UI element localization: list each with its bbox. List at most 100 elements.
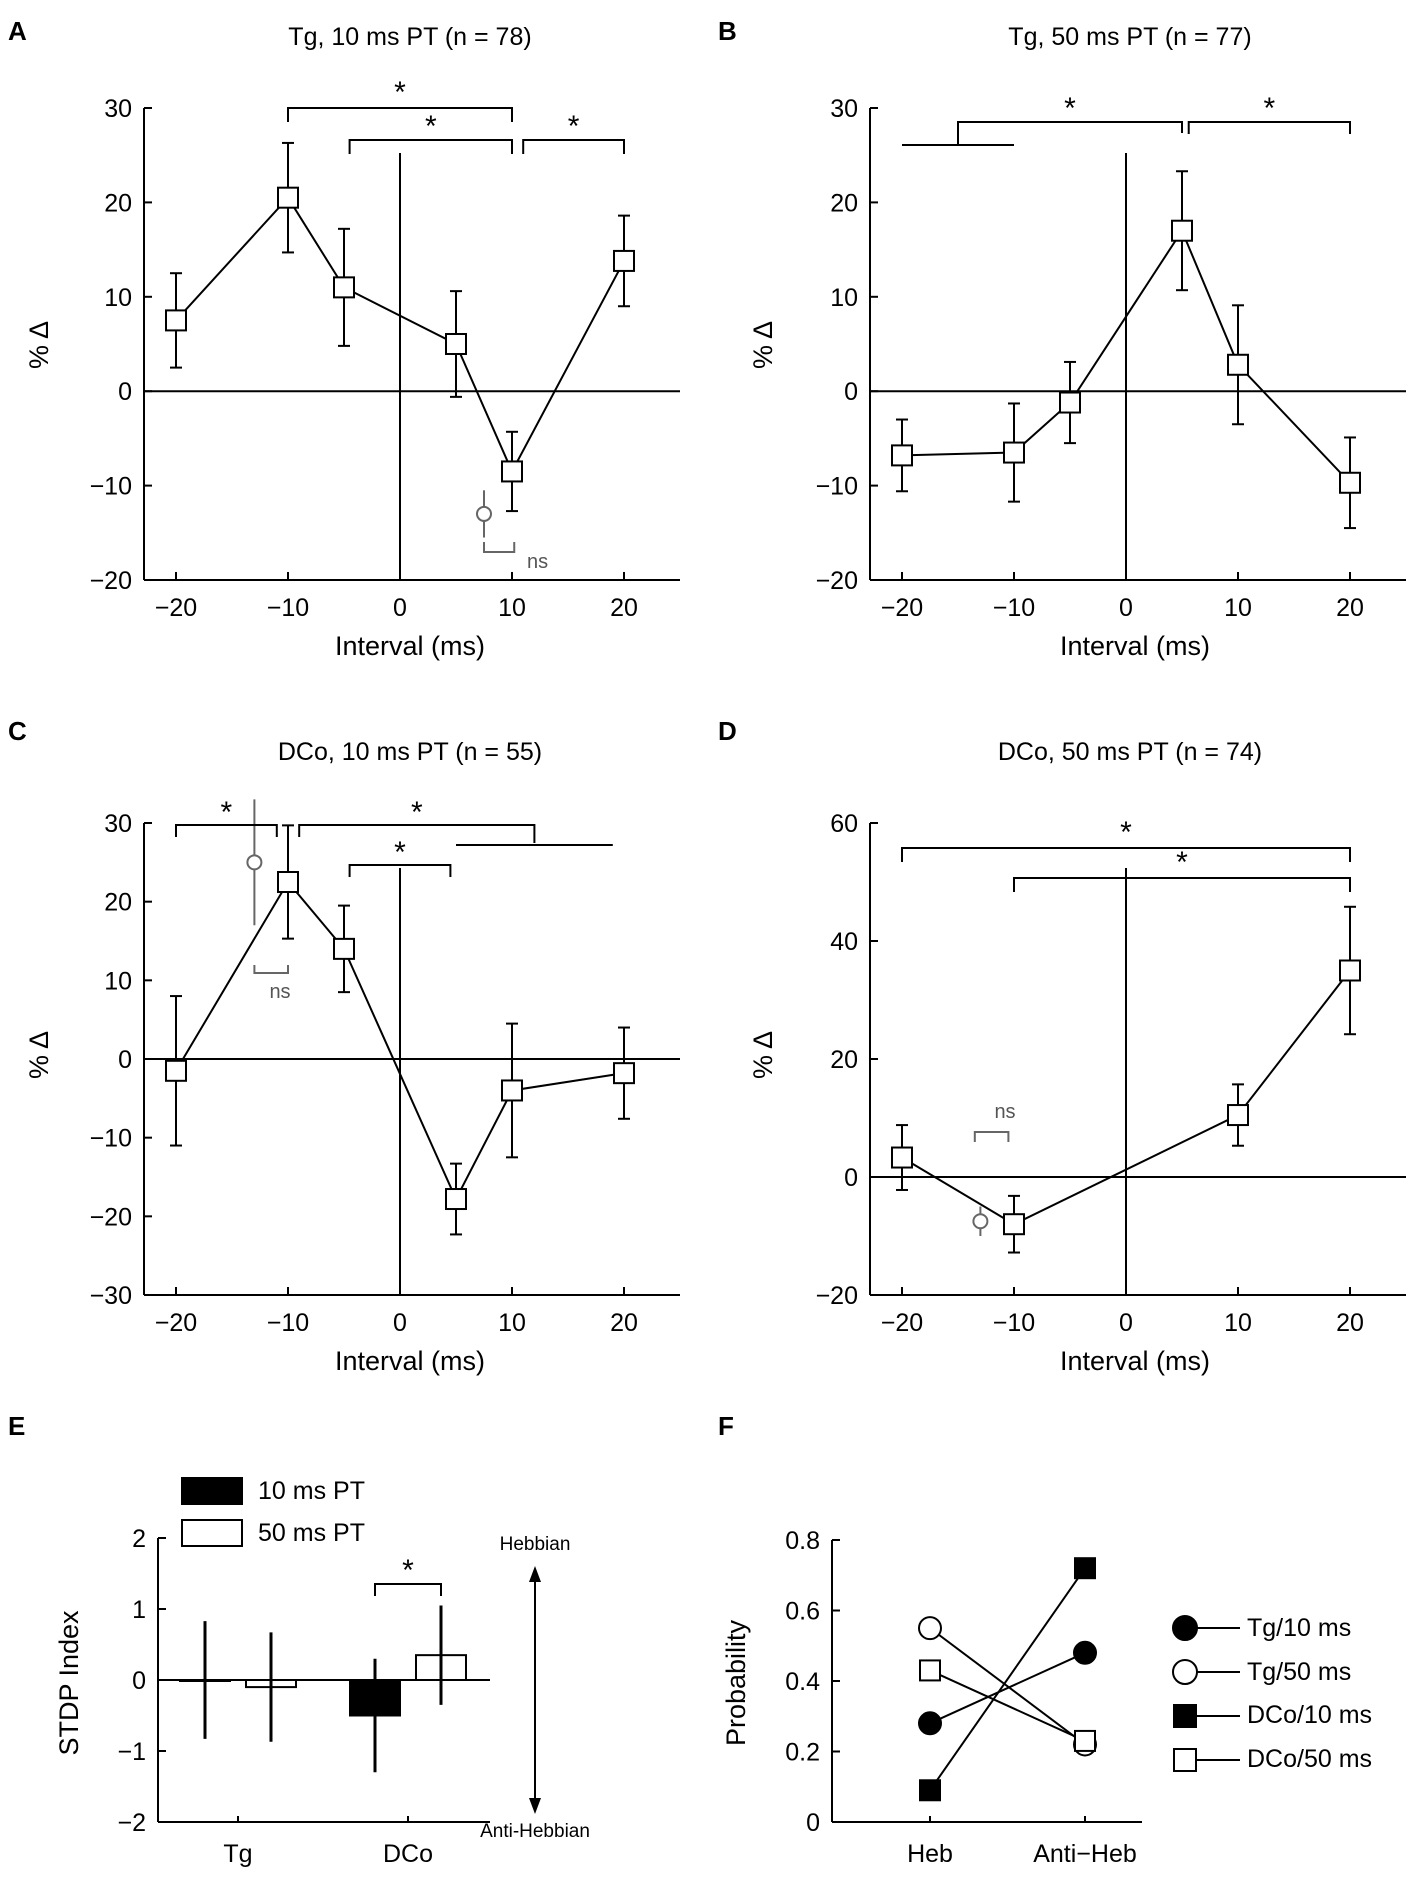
panel-d-xtick-label: −10 — [993, 1309, 1035, 1337]
panel-d-sig-star-1: * — [1120, 816, 1132, 849]
panel-d-data-point — [1339, 959, 1361, 982]
panel-f-legend-marker-tg-50-ms — [1172, 1659, 1198, 1685]
panel-a-xtick-label: 20 — [610, 594, 638, 622]
panel-b-data-point — [1227, 353, 1249, 376]
panel-a-ytick-label: −20 — [90, 567, 132, 595]
panel-b-ytick-label: −10 — [816, 473, 858, 501]
panel-c-xlabel: Interval (ms) — [335, 1346, 485, 1376]
panel-c-series-line — [175, 880, 625, 1202]
panel-a-data-point — [333, 276, 355, 299]
panel-b-sig-star-2: * — [1264, 92, 1276, 125]
panel-b-data-point — [1171, 219, 1193, 242]
panel-c-ytick-label: −20 — [90, 1203, 132, 1231]
panel-f-point-tg-10-ms — [918, 1711, 942, 1736]
panel-a-sig-star-1: * — [394, 76, 406, 109]
panel-e-ytick-label: 1 — [132, 1596, 146, 1624]
panel-letter-e: E — [8, 1411, 25, 1441]
panel-letter-a: A — [8, 16, 27, 46]
panel-b-ytick-label: 30 — [830, 95, 858, 123]
panel-e-sig-star: * — [402, 1554, 414, 1587]
hebbian-arrow-up-icon — [529, 1566, 541, 1582]
panel-c-data-point — [165, 1059, 187, 1082]
panel-f-point-dco-50-ms — [1074, 1729, 1096, 1752]
panel-a-data-point — [277, 186, 299, 209]
panel-d-ytick-label: 60 — [830, 810, 858, 838]
panel-e-ytick-label: 2 — [132, 1525, 146, 1553]
panel-f-point-dco-50-ms — [919, 1659, 941, 1682]
panel-b-sig-bracket-1 — [957, 121, 1183, 145]
panel-c-data-point — [501, 1079, 523, 1102]
panel-b-data-point — [891, 444, 913, 467]
panel-f-series-line-dco-50-ms — [929, 1669, 1086, 1742]
panel-f-legend-label-tg10: Tg/10 ms — [1247, 1614, 1351, 1642]
panel-a-ylabel: % Δ — [24, 321, 54, 369]
panel-f-category-label: Anti−Heb — [1033, 1840, 1137, 1868]
panel-b-xlabel: Interval (ms) — [1060, 631, 1210, 661]
panel-f-legend-label-dco50: DCo/50 ms — [1247, 1745, 1372, 1773]
panel-f-legend-label-dco10: DCo/10 ms — [1247, 1701, 1372, 1729]
panel-f-point-tg-10-ms — [1073, 1640, 1097, 1665]
panel-c-ytick-label: −30 — [90, 1282, 132, 1310]
panel-d-ylabel: % Δ — [748, 1031, 778, 1079]
panel-a-sig-bracket-1 — [287, 107, 513, 122]
panel-d-xtick-label: 20 — [1336, 1309, 1364, 1337]
panel-a-xtick-label: 10 — [498, 594, 526, 622]
panel-a-ns-label: ns — [527, 551, 548, 573]
panel-b-data-point — [1339, 471, 1361, 494]
panel-a-control-point — [476, 505, 492, 522]
panel-d-xtick-label: 10 — [1224, 1309, 1252, 1337]
panel-a-series-line — [175, 196, 625, 474]
panel-d-ns-bracket — [973, 1131, 1010, 1142]
panel-d-ytick-label: 20 — [830, 1046, 858, 1074]
panel-b-data-point — [1059, 391, 1081, 414]
panel-c-xtick-label: 10 — [498, 1309, 526, 1337]
hebbian-label: Hebbian — [500, 1534, 571, 1555]
panel-c-sig-star-2: * — [411, 796, 423, 829]
panel-c-data-point — [333, 937, 355, 960]
panel-f-legend-marker-tg-10-ms — [1172, 1615, 1198, 1641]
panel-e-ytick-label: 0 — [132, 1667, 146, 1695]
panel-c-sig-bracket-1 — [175, 824, 278, 837]
panel-f-ytick-label: 0.4 — [785, 1668, 820, 1696]
panel-a-title: Tg, 10 ms PT (n = 78) — [288, 23, 531, 51]
panel-e-category-label: DCo — [383, 1840, 433, 1868]
panel-b-xtick-label: 0 — [1119, 594, 1133, 622]
panel-letter-f: F — [718, 1411, 734, 1441]
panel-c-sig-bracket-2 — [298, 824, 536, 843]
panel-a-sig-bracket-3 — [522, 139, 625, 154]
panel-c-ytick-label: −10 — [90, 1125, 132, 1153]
panel-f-series-line-dco-10-ms — [929, 1567, 1086, 1791]
panel-e-sig-bracket — [374, 1583, 442, 1596]
panel-c-sig-bracket-3 — [348, 864, 452, 877]
panel-c-ytick-label: 20 — [104, 889, 132, 917]
panel-f-series-line-tg-50-ms — [929, 1627, 1086, 1746]
panel-f-ytick-label: 0.2 — [785, 1739, 820, 1767]
panel-c-ytick-label: 0 — [118, 1046, 132, 1074]
panel-a-xlabel: Interval (ms) — [335, 631, 485, 661]
panel-c-data-point — [613, 1062, 635, 1085]
panel-d-ns-label: ns — [994, 1101, 1015, 1123]
panel-f-ytick-label: 0.8 — [785, 1527, 820, 1555]
panel-b-sig-bracket-2 — [1187, 121, 1351, 134]
panel-e-legend-label-50ms: 50 ms PT — [258, 1519, 365, 1547]
panel-letter-d: D — [718, 716, 737, 746]
panel-d-xtick-label: 0 — [1119, 1309, 1133, 1337]
anti-hebbian-label: Anti-Hebbian — [480, 1821, 590, 1842]
panel-d-sig-bracket-1 — [901, 847, 1351, 862]
panel-d-title: DCo, 50 ms PT (n = 74) — [998, 738, 1262, 766]
panel-d-control-point — [972, 1213, 989, 1230]
panel-e-ylabel: STDP Index — [54, 1610, 84, 1756]
panel-c-ylabel: % Δ — [24, 1031, 54, 1079]
panel-f-ytick-label: 0 — [806, 1809, 820, 1837]
panel-d-sig-star-2: * — [1176, 846, 1188, 879]
panel-a-sig-star-2: * — [425, 110, 437, 143]
panel-c-data-point — [277, 871, 299, 893]
panel-d-ytick-label: 40 — [830, 928, 858, 956]
panel-f-legend-marker-dco-10-ms — [1173, 1704, 1197, 1728]
anti-hebbian-arrow-down-icon — [529, 1798, 541, 1814]
panel-a-ytick-label: 0 — [118, 378, 132, 406]
panel-a-sig-bracket-2 — [348, 139, 513, 154]
panel-b-data-point — [1003, 441, 1025, 464]
panel-f-ytick-label: 0.6 — [785, 1598, 820, 1626]
